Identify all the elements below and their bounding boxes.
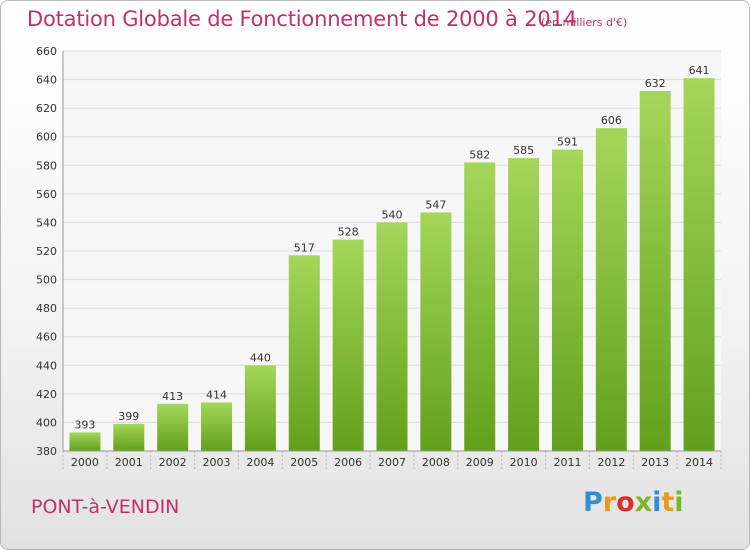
bar: [288, 255, 320, 451]
y-tick-label: 380: [36, 445, 57, 458]
y-tick-label: 640: [36, 74, 57, 87]
bar: [113, 423, 145, 451]
bar-value-label: 641: [689, 64, 710, 77]
y-tick-label: 440: [36, 359, 57, 372]
logo-letter: i: [652, 487, 662, 518]
bar: [244, 365, 276, 451]
y-tick-label: 540: [36, 216, 57, 229]
x-tick-label: 2008: [422, 456, 450, 469]
bar-value-label: 547: [425, 198, 446, 211]
location-name: PONT-à-VENDIN: [31, 496, 180, 518]
bar: [420, 212, 452, 451]
logo-letter: i: [674, 487, 684, 518]
bar-value-label: 606: [601, 114, 622, 127]
x-tick-label: 2003: [203, 456, 231, 469]
y-tick-label: 580: [36, 159, 57, 172]
bar-value-label: 632: [645, 77, 666, 90]
logo-letter: P: [583, 487, 603, 518]
y-tick-label: 480: [36, 302, 57, 315]
bar: [376, 222, 408, 451]
x-tick-label: 2005: [290, 456, 318, 469]
bar: [464, 162, 496, 451]
logo-letter: o: [616, 487, 635, 518]
bar: [69, 432, 101, 451]
bar-value-label: 440: [250, 351, 271, 364]
bar-value-label: 414: [206, 388, 227, 401]
bar: [551, 149, 583, 452]
bar: [508, 158, 540, 451]
x-tick-label: 2000: [71, 456, 99, 469]
chart-subtitle: (en milliers d'€): [541, 16, 628, 29]
bar-value-label: 393: [74, 418, 95, 431]
x-tick-label: 2013: [641, 456, 669, 469]
bar-value-label: 528: [338, 226, 359, 239]
logo-letter: r: [602, 487, 617, 518]
bar-value-label: 517: [294, 241, 315, 254]
x-tick-label: 2006: [334, 456, 362, 469]
bar-value-label: 585: [513, 144, 534, 157]
x-tick-label: 2014: [685, 456, 713, 469]
bar: [683, 78, 715, 452]
x-tick-label: 2012: [597, 456, 625, 469]
bar: [639, 91, 671, 451]
x-tick-label: 2001: [115, 456, 143, 469]
x-tick-label: 2007: [378, 456, 406, 469]
x-tick-label: 2010: [510, 456, 538, 469]
bar-value-label: 399: [118, 410, 139, 423]
y-tick-label: 500: [36, 274, 57, 287]
x-tick-label: 2002: [159, 456, 187, 469]
bar: [595, 128, 627, 451]
bar: [332, 239, 364, 451]
logo-letter: t: [661, 487, 675, 518]
bar-value-label: 413: [162, 390, 183, 403]
y-tick-label: 560: [36, 188, 57, 201]
y-tick-label: 460: [36, 331, 57, 344]
proxiti-logo: Proxiti: [583, 487, 684, 518]
bar-value-label: 582: [469, 148, 490, 161]
plot-area: 380 400 420 440 460 480 500 520 540 560 580 600 620 6…: [36, 45, 722, 471]
chart-title: Dotation Globale de Fonctionnement de 20…: [27, 7, 577, 31]
bar: [157, 403, 189, 451]
bar-value-label: 591: [557, 136, 578, 149]
y-tick-label: 420: [36, 388, 57, 401]
x-tick-label: 2011: [553, 456, 581, 469]
y-tick-label: 520: [36, 245, 57, 258]
x-tick-label: 2009: [466, 456, 494, 469]
y-tick-label: 660: [36, 45, 57, 58]
bar-value-label: 540: [382, 208, 403, 221]
logo-letter: x: [634, 487, 653, 518]
bar: [201, 402, 233, 451]
y-tick-label: 400: [36, 416, 57, 429]
y-tick-label: 600: [36, 131, 57, 144]
x-tick-label: 2004: [246, 456, 274, 469]
y-tick-label: 620: [36, 102, 57, 115]
